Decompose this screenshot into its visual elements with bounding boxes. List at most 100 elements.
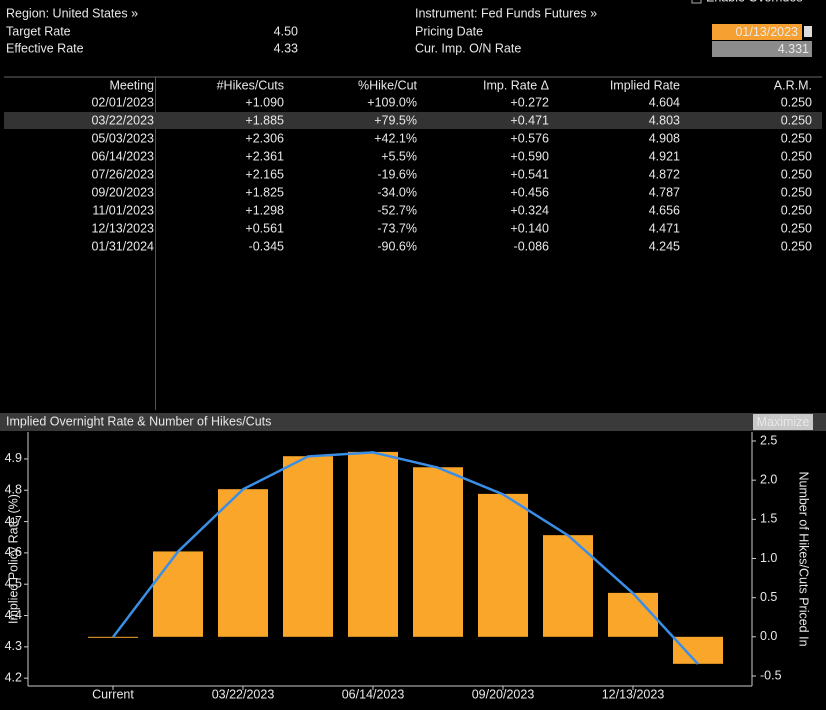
y-tick-label: 4.2 — [5, 670, 22, 684]
table-cell: 4.908 — [649, 131, 680, 145]
y-tick-label: 4.4 — [5, 608, 22, 622]
table-cell: 01/31/2024 — [91, 239, 154, 253]
imp-rate: 4.331 — [778, 42, 809, 56]
column-header: Implied Rate — [610, 78, 680, 92]
table-cell: +79.5% — [374, 113, 417, 127]
table-cell: 4.921 — [649, 149, 680, 163]
table-cell: 0.250 — [781, 203, 812, 217]
calendar-icon[interactable] — [804, 26, 812, 37]
column-header: Meeting — [110, 78, 155, 92]
table-cell: 0.250 — [781, 167, 812, 181]
table-cell: 05/03/2023 — [91, 131, 154, 145]
table-cell: +1.885 — [245, 113, 284, 127]
table-cell: +0.272 — [510, 95, 549, 109]
date-box[interactable] — [712, 24, 802, 40]
y-tick-label: 4.6 — [5, 545, 22, 559]
table-cell: 4.604 — [649, 95, 680, 109]
x-tick-label: 03/22/2023 — [212, 687, 275, 701]
table-cell: -52.7% — [377, 203, 417, 217]
table-cell: 07/26/2023 — [91, 167, 154, 181]
table-cell: 12/13/2023 — [91, 221, 154, 235]
table-cell: 0.250 — [781, 239, 812, 253]
table-cell: 0.250 — [781, 185, 812, 199]
bar — [218, 489, 268, 637]
instrument[interactable]: Instrument: Fed Funds Futures » — [415, 6, 597, 20]
table-cell: 03/22/2023 — [91, 113, 154, 127]
bar — [478, 493, 528, 637]
bar — [283, 456, 333, 637]
table-cell: 0.250 — [781, 149, 812, 163]
bar — [413, 467, 463, 637]
table-cell: +0.140 — [510, 221, 549, 235]
y-tick-label: 4.8 — [5, 483, 22, 497]
x-tick-label: 12/13/2023 — [602, 687, 665, 701]
table-cell: +5.5% — [381, 149, 417, 163]
overrides-label: Enable Overrides — [706, 0, 803, 4]
y-tick-label: 4.9 — [5, 451, 22, 465]
table-cell: 11/01/2023 — [92, 203, 154, 217]
imp-rate-box — [712, 41, 812, 57]
y2-tick-label: -0.5 — [760, 668, 782, 682]
table-cell: -90.6% — [377, 239, 417, 253]
column-header: Imp. Rate Δ — [483, 78, 549, 92]
table-cell: +42.1% — [374, 131, 417, 145]
table-cell: 4.872 — [649, 167, 680, 181]
y2-tick-label: 2.5 — [760, 433, 777, 447]
column-header: %Hike/Cut — [358, 78, 418, 92]
x-tick-label: 09/20/2023 — [472, 687, 535, 701]
table-cell: +2.306 — [245, 131, 284, 145]
table-cell: 0.250 — [781, 131, 812, 145]
maximize-button[interactable] — [753, 414, 813, 430]
rate-line — [112, 451, 699, 665]
y-tick-label: 4.3 — [5, 639, 22, 653]
bar — [543, 535, 593, 637]
y2-tick-label: 1.5 — [760, 512, 777, 526]
table-cell: +0.541 — [510, 167, 549, 181]
imp-rate-label: Cur. Imp. O/N Rate — [415, 41, 521, 55]
chart-title: Implied Overnight Rate & Number of Hikes… — [6, 414, 271, 428]
table-cell: +1.825 — [245, 185, 284, 199]
table-cell: 4.656 — [649, 203, 680, 217]
region[interactable]: Region: United States » — [6, 6, 138, 20]
table-cell: +2.165 — [245, 167, 284, 181]
table-cell: 06/14/2023 — [91, 149, 154, 163]
table-cell: 4.787 — [649, 185, 680, 199]
field-label: Effective Rate — [6, 41, 84, 55]
table-cell: +0.471 — [510, 113, 549, 127]
table-cell: 09/20/2023 — [91, 185, 154, 199]
table-cell: 4.471 — [649, 221, 680, 235]
table-cell: 02/01/2023 — [91, 95, 154, 109]
table-cell: +109.0% — [367, 95, 417, 109]
field-value: 4.33 — [274, 41, 298, 55]
maximize-label: Maximize — [757, 415, 810, 429]
table-cell: 4.245 — [649, 239, 680, 253]
y-axis-label: Implied Policy Rate (%) — [6, 494, 20, 624]
bar — [348, 451, 398, 637]
table-cell: -34.0% — [377, 185, 417, 199]
field-label: Target Rate — [6, 24, 71, 38]
column-header: A.R.M. — [774, 78, 812, 92]
y2-tick-label: 0.5 — [760, 590, 777, 604]
row-highlight — [4, 112, 822, 129]
chart-title-bar — [0, 413, 826, 431]
table-cell: -73.7% — [377, 221, 417, 235]
table-cell: +0.324 — [510, 203, 549, 217]
table-cell: -0.345 — [249, 239, 284, 253]
checkbox[interactable] — [691, 0, 702, 4]
table-cell: +0.561 — [245, 221, 284, 235]
table-cell: 0.250 — [781, 95, 812, 109]
table-cell: +1.090 — [245, 95, 284, 109]
y2-tick-label: 2.0 — [760, 472, 777, 486]
bar — [608, 592, 658, 637]
x-tick-label: Current — [92, 687, 134, 701]
pricing-date: 01/13/2023 — [735, 25, 798, 39]
table-cell: +2.361 — [245, 149, 284, 163]
table-cell: +0.590 — [510, 149, 549, 163]
x-tick-label: 06/14/2023 — [342, 687, 405, 701]
pricing-date-label: Pricing Date — [415, 24, 483, 38]
table-cell: +0.576 — [510, 131, 549, 145]
y-tick-label: 4.7 — [5, 514, 22, 528]
y-tick-label: 4.5 — [5, 577, 22, 591]
bar — [673, 636, 723, 664]
